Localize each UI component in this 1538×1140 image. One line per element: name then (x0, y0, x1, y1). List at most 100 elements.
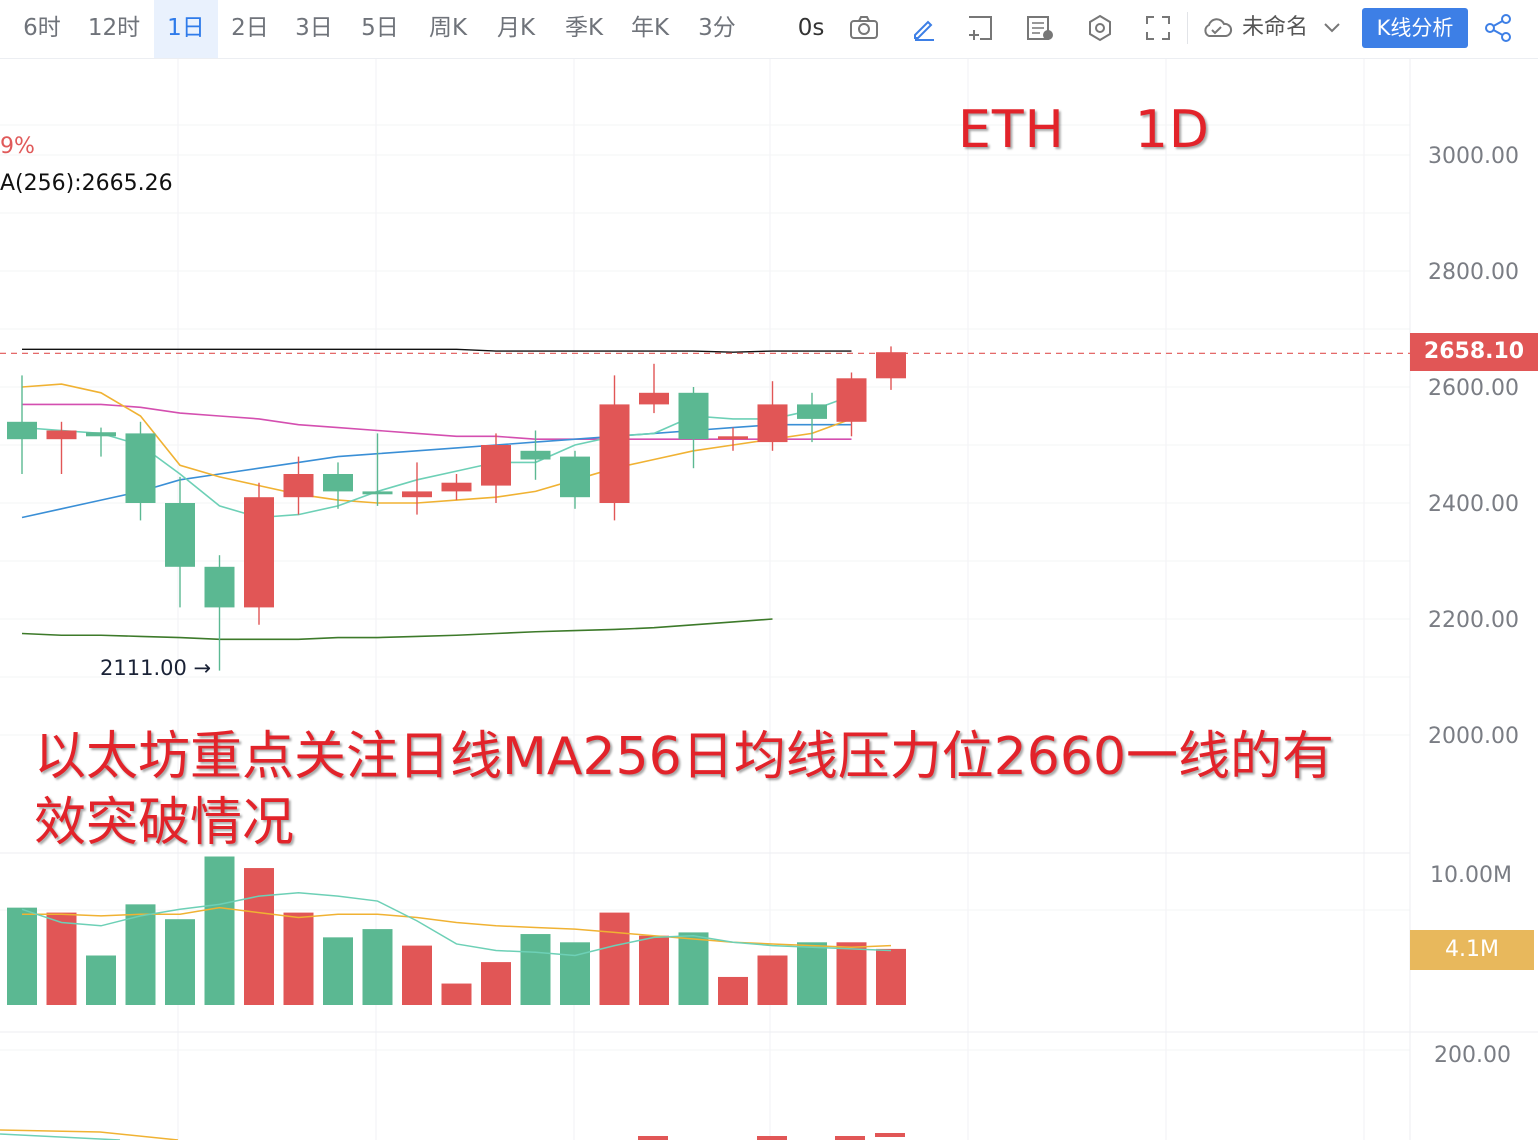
timeframe-12h[interactable]: 12时 (87, 15, 141, 41)
volume-bar (639, 935, 669, 1005)
toolbar: 6时 12时 1日 2日 3日 5日 周K 月K 季K 年K 3分 0s 未命名… (0, 0, 1538, 59)
layout-name[interactable]: 未命名 (1242, 15, 1309, 40)
countdown-timer: 0s (797, 15, 825, 41)
chevron-down-icon[interactable] (1314, 10, 1350, 46)
volume-axis-label: 10.00M (1430, 863, 1512, 888)
candle-body (718, 436, 748, 440)
candle-body (402, 491, 432, 498)
current-volume-tag: 4.1M (1410, 930, 1534, 970)
volume-bar (836, 942, 867, 1005)
candle-body (165, 503, 195, 567)
candle-body (244, 497, 274, 608)
timeframe-month[interactable]: 月K (496, 15, 536, 41)
candle-body (86, 432, 116, 437)
volume-axis-label: 200.00 (1434, 1043, 1511, 1068)
volume-bar (599, 912, 630, 1005)
ma-line-dark-green (21, 618, 773, 641)
candle-body (125, 433, 156, 503)
cloud-icon[interactable] (1199, 10, 1235, 46)
candle-body (362, 491, 393, 495)
volume-bar (876, 948, 906, 1005)
volume-bar (204, 856, 235, 1005)
candle-body (678, 392, 709, 440)
candle-body (46, 430, 77, 440)
volume-bar (678, 932, 709, 1005)
volume-bar (125, 904, 156, 1005)
volume-bar (86, 955, 116, 1005)
volume-bar (46, 912, 77, 1005)
timeframe-5d[interactable]: 5日 (361, 15, 399, 41)
volume-bar (560, 942, 590, 1005)
chart-annotation-title: ETH 1D (958, 100, 1210, 160)
indicator-bar (875, 1133, 905, 1137)
price-axis-label: 2000.00 (1428, 724, 1519, 749)
ma-line-teal (21, 394, 852, 519)
pencil-icon[interactable] (906, 10, 942, 46)
current-price-tag: 2658.10 (1410, 333, 1538, 371)
candle-body (204, 566, 235, 608)
candle-body (757, 404, 788, 443)
volume-bar (165, 919, 195, 1005)
timeframe-3d[interactable]: 3日 (295, 15, 333, 41)
candle-body (599, 404, 630, 503)
volume-bar (402, 945, 432, 1005)
candle-body (797, 404, 827, 419)
volume-bar (283, 912, 314, 1005)
price-axis-label: 2400.00 (1428, 492, 1519, 517)
price-axis-label: 2800.00 (1428, 260, 1519, 285)
candle-body (323, 474, 353, 492)
change-percent: 9% (0, 134, 35, 159)
price-axis-label: 3000.00 (1428, 144, 1519, 169)
ma-line-pink (22, 403, 852, 441)
timeframe-6h[interactable]: 6时 (23, 15, 61, 41)
toolbar-divider (1187, 12, 1188, 44)
candle-body (520, 450, 551, 460)
volume-bar (362, 929, 393, 1005)
volume-bar (797, 942, 827, 1005)
candle-body (481, 445, 511, 486)
candle-body (560, 456, 590, 498)
candle-body (283, 474, 314, 498)
fullscreen-icon[interactable] (1140, 10, 1176, 46)
indicator-bar (835, 1136, 865, 1140)
timeframe-week[interactable]: 周K (428, 15, 468, 41)
camera-icon[interactable] (846, 10, 882, 46)
candle-body (441, 482, 472, 492)
chart-annotation-note: 以太坊重点关注日线MA256日均线压力位2660一线的有效突破情况 (34, 727, 1335, 853)
volume-bar (441, 983, 472, 1005)
candle-body (639, 392, 669, 405)
settings-icon[interactable] (1082, 10, 1118, 46)
volume-bar (323, 937, 353, 1005)
price-axis-label: 2200.00 (1428, 608, 1519, 633)
ma-line-orange (21, 383, 852, 504)
indicator-bar (757, 1136, 787, 1140)
share-icon[interactable] (1480, 10, 1516, 46)
volume-bar (757, 955, 788, 1005)
candle-body (836, 378, 867, 422)
indicator-line-teal (0, 1133, 121, 1140)
indicator-bar (638, 1136, 668, 1140)
volume-ma-teal (21, 892, 892, 957)
ma256-line (22, 348, 852, 353)
price-axis-label: 2600.00 (1428, 376, 1519, 401)
timeframe-1d[interactable]: 1日 (154, 0, 218, 58)
volume-bar (481, 962, 511, 1005)
indicator-icon[interactable] (1022, 10, 1058, 46)
timeframe-2d[interactable]: 2日 (231, 15, 269, 41)
kline-chart[interactable]: 3000.00 2800.00 2600.00 2400.00 2200.00 2000.… (0, 59, 1538, 1140)
k-line-analysis-button[interactable]: K线分析 (1362, 8, 1468, 48)
volume-bar (520, 934, 551, 1005)
indicator-line-orange (0, 1129, 179, 1140)
volume-bar (7, 907, 37, 1005)
volume-bar (244, 868, 274, 1005)
timeframe-3min[interactable]: 3分 (698, 15, 736, 41)
add-window-icon[interactable] (962, 10, 998, 46)
timeframe-year[interactable]: 年K (630, 15, 670, 41)
candle-body (7, 421, 37, 440)
ma-line-blue (21, 423, 852, 519)
timeframe-quarter[interactable]: 季K (564, 15, 604, 41)
volume-bar (718, 976, 748, 1005)
low-price-marker: 2111.00 → (100, 656, 212, 680)
candle-body (876, 352, 906, 379)
ma256-legend: A(256):2665.26 (0, 171, 173, 196)
